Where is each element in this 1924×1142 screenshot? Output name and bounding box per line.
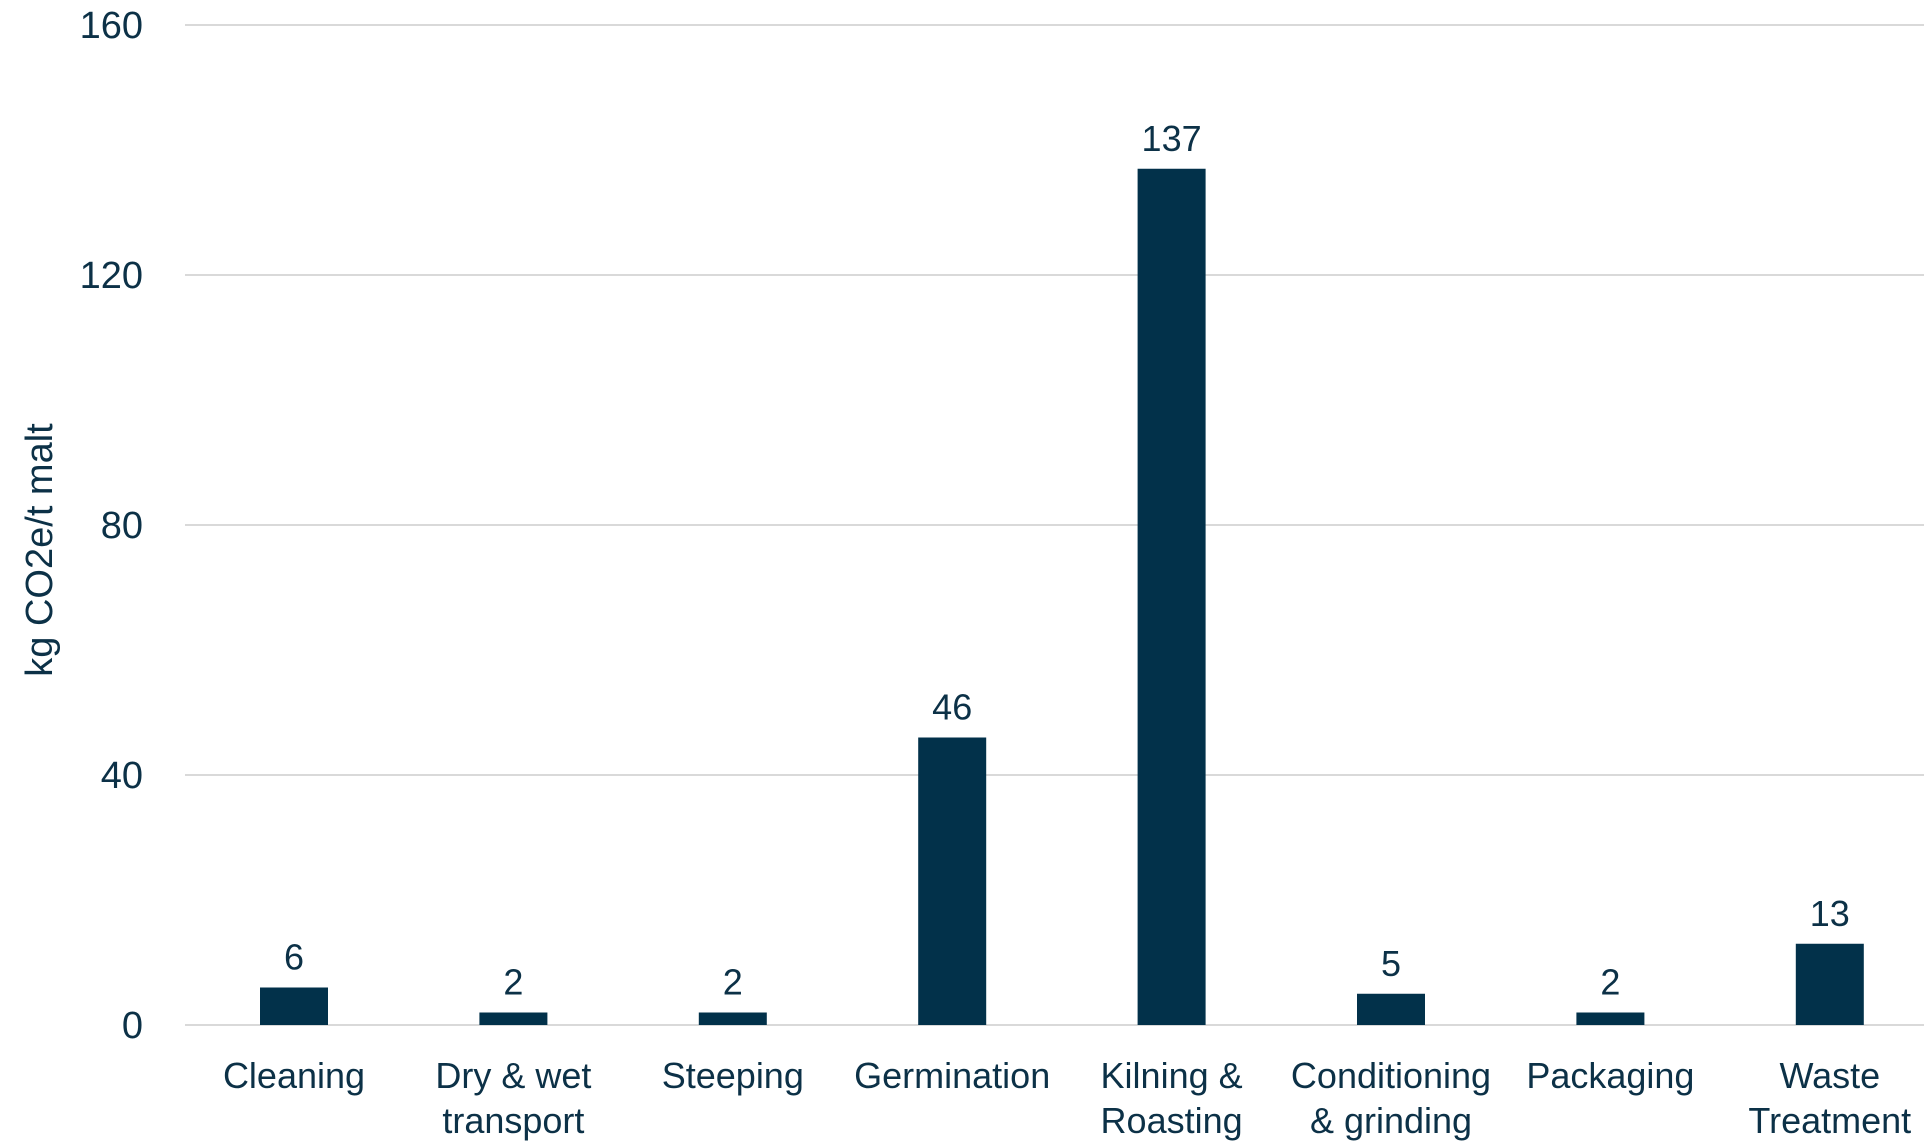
bar (918, 737, 987, 1025)
data-label: 6 (284, 937, 304, 978)
bar (1137, 168, 1206, 1025)
y-tick-label: 80 (101, 505, 143, 547)
bar (260, 987, 328, 1025)
data-labels: 6 2 2 46 137 5 2 13 (284, 118, 1850, 1003)
bar (1795, 943, 1864, 1025)
category-label: Packaging (1526, 1055, 1694, 1096)
data-label: 46 (932, 687, 972, 728)
category-label: Conditioning & grinding (1291, 1055, 1491, 1141)
category-label: Kilning & Roasting (1101, 1055, 1243, 1141)
y-tick-label: 120 (80, 255, 143, 297)
category-label: Cleaning (223, 1055, 365, 1096)
bars (260, 168, 1864, 1025)
gridlines (185, 24, 1924, 1026)
bar (1576, 1012, 1645, 1025)
category-label: Waste Treatment (1748, 1055, 1911, 1141)
category-label: Dry & wet transport (435, 1055, 591, 1141)
y-tick-label: 40 (101, 755, 143, 797)
data-label: 2 (1600, 962, 1620, 1003)
bar (479, 1012, 548, 1025)
y-tick-label: 0 (122, 1005, 143, 1047)
y-axis-label: kg CO2e/t malt (19, 423, 61, 677)
bar (698, 1012, 767, 1025)
data-label: 2 (723, 962, 743, 1003)
category-label: Germination (854, 1055, 1050, 1096)
data-label: 137 (1142, 118, 1202, 159)
bar (1357, 993, 1425, 1025)
category-label: Steeping (662, 1055, 804, 1096)
x-axis-category-labels: Cleaning Dry & wet transport Steeping Germin… (223, 1055, 1911, 1141)
data-label: 5 (1381, 943, 1401, 984)
y-tick-label: 160 (80, 5, 143, 47)
data-label: 2 (503, 962, 523, 1003)
y-axis-ticks: 0 40 80 120 160 (80, 5, 143, 1047)
data-label: 13 (1810, 893, 1850, 934)
